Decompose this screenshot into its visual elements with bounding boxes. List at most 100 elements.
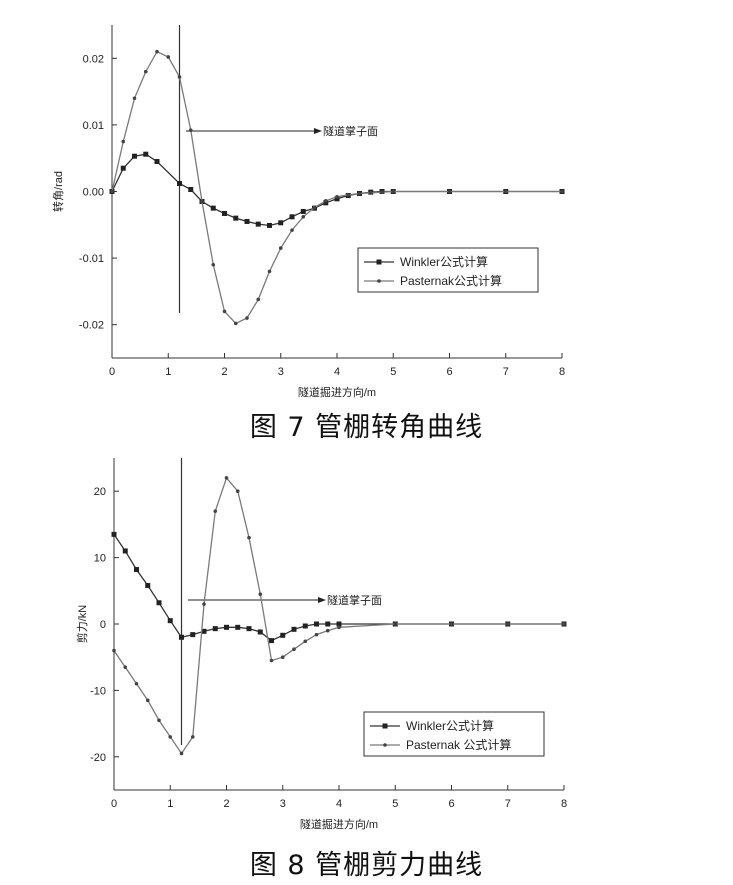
data-point xyxy=(312,205,317,210)
data-point xyxy=(134,681,139,686)
data-point xyxy=(235,624,241,630)
data-point xyxy=(167,618,173,624)
legend-box xyxy=(357,247,539,293)
legend-entry: Winkler公式计算 xyxy=(400,254,488,269)
data-point xyxy=(257,629,263,635)
x-tick-label: 0 xyxy=(109,366,115,378)
x-tick-label: 2 xyxy=(221,366,227,378)
x-tick-label: 2 xyxy=(223,798,229,810)
data-point xyxy=(244,218,250,224)
legend-entry: Pasternak 公式计算 xyxy=(406,737,511,752)
data-point xyxy=(256,297,261,302)
data-point xyxy=(269,638,274,644)
annotation-arrowhead xyxy=(318,597,326,603)
data-point xyxy=(235,489,240,493)
y-axis-label: 剪力/kN xyxy=(75,605,89,644)
data-point xyxy=(132,96,137,101)
figure-7-caption: 图 7 管棚转角曲线 xyxy=(249,412,484,443)
x-tick-label: 6 xyxy=(446,366,452,378)
data-point xyxy=(210,205,216,211)
data-point xyxy=(122,548,128,554)
data-point xyxy=(123,665,128,669)
legend-box xyxy=(363,711,545,757)
data-point xyxy=(213,509,218,513)
x-tick-label: 7 xyxy=(505,798,511,810)
data-point xyxy=(188,128,193,133)
y-tick-label: 0.02 xyxy=(83,53,104,65)
data-point xyxy=(143,69,148,74)
data-point xyxy=(301,215,306,219)
legend-marker xyxy=(382,723,388,729)
data-point xyxy=(222,309,227,314)
data-point xyxy=(323,200,329,206)
data-point xyxy=(190,735,195,739)
data-point xyxy=(368,191,373,195)
legend-marker xyxy=(383,743,387,747)
data-point xyxy=(190,632,196,638)
data-point xyxy=(222,210,227,216)
y-tick-label: 20 xyxy=(94,486,106,498)
data-point xyxy=(278,220,284,226)
y-tick-label: 0.01 xyxy=(83,120,104,132)
data-point xyxy=(202,602,206,606)
data-point xyxy=(503,189,508,194)
rotation-angle-chart: 0 1 2 3 4 5 6 7 8 -0.02 -0.01 0.00 0.01 0.02 隧道掘进方向/m 转… xyxy=(51,25,565,399)
data-point xyxy=(505,622,510,626)
data-point xyxy=(188,187,194,193)
x-tick-label: 6 xyxy=(448,798,454,810)
data-point xyxy=(357,191,362,196)
data-point xyxy=(258,592,263,596)
data-point xyxy=(179,751,184,756)
data-point xyxy=(335,195,339,199)
data-point xyxy=(224,476,229,480)
y-tick-label: 10 xyxy=(94,553,106,565)
data-point xyxy=(233,321,238,326)
data-point xyxy=(380,190,384,194)
y-tick-label: -20 xyxy=(90,752,106,764)
data-point xyxy=(334,196,340,202)
x-tick-label: 7 xyxy=(503,366,509,378)
data-point xyxy=(200,199,204,204)
data-point xyxy=(201,628,207,634)
data-point xyxy=(391,189,396,194)
data-point xyxy=(280,655,285,659)
data-point xyxy=(247,535,251,540)
data-point xyxy=(211,262,216,267)
data-point xyxy=(110,189,114,194)
data-point xyxy=(233,215,239,221)
data-point xyxy=(449,622,454,626)
data-point xyxy=(156,600,162,606)
data-point xyxy=(246,626,252,632)
data-point xyxy=(325,621,331,627)
data-point xyxy=(560,189,564,194)
x-tick-label: 3 xyxy=(280,798,286,810)
data-point xyxy=(280,632,286,638)
data-point xyxy=(325,628,330,633)
y-tick-label: 0 xyxy=(100,619,106,631)
data-point xyxy=(393,622,398,626)
data-point xyxy=(224,624,229,630)
legend-marker xyxy=(377,279,381,283)
data-point xyxy=(447,189,452,194)
data-point xyxy=(323,199,328,203)
y-axis-label: 转角/rad xyxy=(51,171,65,212)
annotation-arrowhead xyxy=(314,128,322,134)
x-tick-label: 8 xyxy=(561,798,567,810)
data-point xyxy=(267,269,272,274)
x-tick-label: 4 xyxy=(334,366,340,378)
data-point xyxy=(314,621,319,627)
data-point xyxy=(166,55,171,59)
data-point xyxy=(292,647,296,652)
legend-marker xyxy=(376,259,382,265)
data-point xyxy=(290,228,294,232)
data-point xyxy=(314,632,319,637)
x-tick-label: 8 xyxy=(559,366,565,378)
x-tick-label: 1 xyxy=(167,798,173,810)
data-point xyxy=(303,639,308,644)
data-point xyxy=(120,165,126,171)
figure-8-caption: 图 8 管棚剪力曲线 xyxy=(249,850,484,881)
data-point xyxy=(168,735,173,739)
data-point xyxy=(336,621,342,627)
data-point xyxy=(177,181,182,187)
data-point xyxy=(300,208,306,214)
